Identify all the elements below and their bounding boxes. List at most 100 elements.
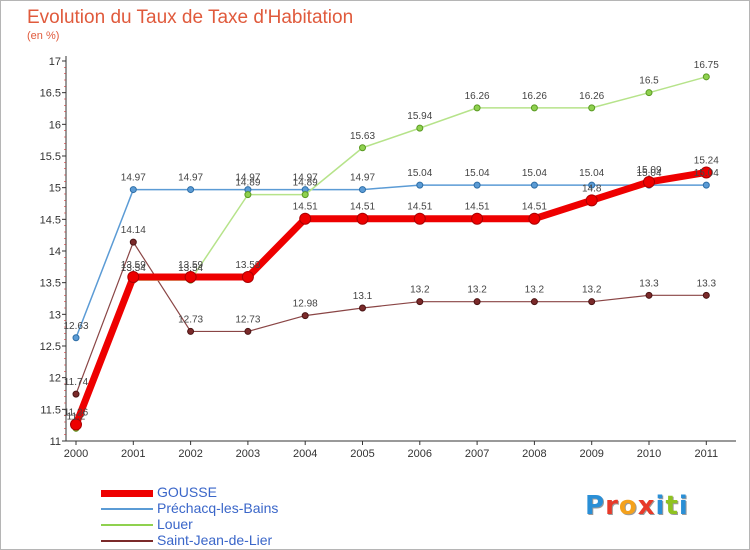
y-tick-label: 15.5 bbox=[40, 151, 61, 163]
data-label-gousse: 14.51 bbox=[465, 202, 490, 213]
data-point-pr-chacq-les-bains bbox=[359, 186, 366, 194]
x-tick-label: 2002 bbox=[178, 448, 202, 460]
data-point-louer bbox=[702, 73, 710, 81]
x-tick-label: 2001 bbox=[121, 448, 145, 460]
legend-label: Préchacq-les-Bains bbox=[157, 500, 279, 516]
data-label-pr-chacq-les-bains: 12.63 bbox=[63, 321, 88, 332]
data-point-pr-chacq-les-bains bbox=[530, 181, 538, 189]
data-point-pr-chacq-les-bains bbox=[473, 181, 481, 189]
data-point-louer bbox=[359, 144, 366, 152]
chart-title: Evolution du Taux de Taxe d'Habitation bbox=[27, 7, 354, 28]
data-label-louer: 14.89 bbox=[293, 178, 318, 189]
x-tick-label: 2003 bbox=[236, 448, 260, 460]
data-label-saint-jean-de-lier: 12.98 bbox=[293, 299, 318, 310]
y-tick-label: 12 bbox=[49, 373, 61, 385]
data-label-pr-chacq-les-bains: 15.04 bbox=[636, 168, 661, 179]
data-label-louer: 15.63 bbox=[350, 131, 375, 142]
data-label-louer: 16.26 bbox=[522, 91, 547, 102]
x-tick-label: 2004 bbox=[293, 448, 317, 460]
data-point-gousse bbox=[241, 270, 254, 283]
data-label-louer: 13.54 bbox=[121, 263, 146, 274]
x-tick-label: 2008 bbox=[522, 448, 546, 460]
data-label-gousse: 14.51 bbox=[350, 202, 375, 213]
x-tick-label: 2005 bbox=[350, 448, 374, 460]
line-chart: 11 11.5 12 12.5 13 13.5 14 14.5 15 15.5 16 16.5 17 20… bbox=[40, 56, 736, 460]
y-tick-label: 17 bbox=[49, 56, 61, 68]
data-point-pr-chacq-les-bains bbox=[187, 186, 195, 194]
data-label-gousse: 14.51 bbox=[407, 202, 432, 213]
data-point-saint-jean-de-lier bbox=[530, 298, 538, 306]
legend-label: Louer bbox=[157, 516, 193, 532]
x-tick-label: 2009 bbox=[579, 448, 603, 460]
data-point-pr-chacq-les-bains bbox=[129, 186, 137, 194]
data-point-saint-jean-de-lier bbox=[588, 298, 596, 306]
data-point-saint-jean-de-lier bbox=[645, 291, 653, 299]
data-point-gousse bbox=[643, 175, 655, 188]
data-point-saint-jean-de-lier bbox=[129, 238, 137, 246]
data-label-gousse: 14.8 bbox=[582, 183, 602, 194]
data-label-louer: 16.26 bbox=[465, 91, 490, 102]
data-label-louer: 15.94 bbox=[407, 111, 432, 122]
data-label-saint-jean-de-lier: 11.74 bbox=[64, 377, 89, 388]
data-label-gousse: 13.59 bbox=[121, 260, 146, 271]
data-label-gousse: 13.59 bbox=[178, 260, 203, 271]
data-label-saint-jean-de-lier: 12.73 bbox=[178, 314, 203, 325]
series-line-pr-chacq-les-bains bbox=[75, 184, 707, 339]
legend-item-saint-jean-de-lier: Saint-Jean-de-Lier bbox=[101, 532, 361, 549]
data-label-pr-chacq-les-bains: 14.97 bbox=[178, 173, 203, 184]
y-tick-label: 13.5 bbox=[40, 278, 61, 290]
y-tick-label: 12.5 bbox=[40, 341, 61, 353]
data-label-louer: 16.75 bbox=[694, 60, 719, 71]
y-tick-label: 14 bbox=[49, 246, 61, 258]
data-label-louer: 16.26 bbox=[579, 91, 604, 102]
legend-item-gousse: GOUSSE bbox=[101, 484, 361, 501]
data-label-pr-chacq-les-bains: 14.97 bbox=[293, 173, 318, 184]
data-point-pr-chacq-les-bains bbox=[702, 181, 710, 189]
data-label-saint-jean-de-lier: 13.3 bbox=[697, 278, 717, 289]
data-point-gousse bbox=[528, 212, 541, 225]
data-point-gousse bbox=[70, 418, 82, 431]
data-point-pr-chacq-les-bains bbox=[72, 334, 80, 342]
data-point-gousse bbox=[299, 212, 312, 225]
x-tick-label: 2000 bbox=[64, 448, 88, 460]
data-labels: 11.26 13.59 13.59 13.59 14.51 14.51 14.51 14.51… bbox=[63, 60, 719, 423]
data-label-pr-chacq-les-bains: 14.97 bbox=[235, 173, 260, 184]
data-label-pr-chacq-les-bains: 14.97 bbox=[350, 173, 375, 184]
data-label-saint-jean-de-lier: 13.3 bbox=[639, 278, 659, 289]
data-point-saint-jean-de-lier bbox=[187, 327, 195, 335]
data-label-louer: 14.89 bbox=[235, 178, 260, 189]
axes: 11 11.5 12 12.5 13 13.5 14 14.5 15 15.5 16 16.5 17 20… bbox=[40, 56, 736, 460]
data-label-saint-jean-de-lier: 12.73 bbox=[235, 314, 260, 325]
data-label-gousse: 15.24 bbox=[694, 155, 719, 166]
y-tick-label: 16 bbox=[49, 119, 61, 131]
legend-swatch bbox=[101, 508, 153, 510]
chart-unit: (en %) bbox=[27, 30, 60, 42]
data-label-pr-chacq-les-bains: 15.04 bbox=[694, 168, 719, 179]
y-tick-label: 11 bbox=[50, 436, 61, 448]
data-point-louer bbox=[473, 104, 481, 112]
data-label-pr-chacq-les-bains: 15.04 bbox=[522, 168, 547, 179]
data-point-saint-jean-de-lier bbox=[301, 312, 309, 320]
data-point-pr-chacq-les-bains bbox=[416, 181, 424, 189]
data-label-louer: 11.2 bbox=[67, 411, 86, 422]
series-line-saint-jean-de-lier bbox=[75, 241, 707, 395]
proxiti-logo: Proxiti bbox=[585, 491, 689, 521]
legend: GOUSSE Préchacq-les-Bains Louer Saint-Jean-… bbox=[101, 484, 361, 549]
x-tick-label: 2006 bbox=[408, 448, 432, 460]
x-tick-label: 2007 bbox=[465, 448, 489, 460]
data-point-louer bbox=[416, 124, 424, 132]
data-label-pr-chacq-les-bains: 15.04 bbox=[465, 168, 490, 179]
legend-label: GOUSSE bbox=[157, 484, 217, 500]
data-label-gousse: 14.51 bbox=[293, 202, 318, 213]
data-point-gousse bbox=[413, 212, 426, 225]
y-tick-label: 16.5 bbox=[40, 88, 61, 100]
data-point-saint-jean-de-lier bbox=[359, 304, 366, 312]
y-tick-label: 14.5 bbox=[40, 214, 61, 226]
data-point-pr-chacq-les-bains bbox=[588, 181, 596, 189]
data-point-gousse bbox=[471, 212, 484, 225]
data-point-saint-jean-de-lier bbox=[702, 291, 710, 299]
legend-item-pr-chacq-les-bains: Préchacq-les-Bains bbox=[101, 500, 361, 517]
data-point-gousse bbox=[356, 212, 369, 225]
data-label-gousse: 15.09 bbox=[636, 165, 661, 176]
